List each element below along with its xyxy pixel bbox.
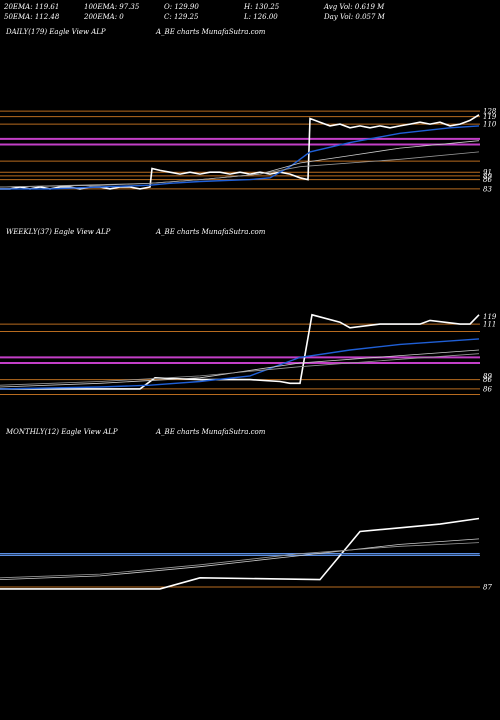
price-label-1: 111 xyxy=(483,321,496,329)
price-label-0: 87 xyxy=(483,584,492,592)
daily-title: DAILY(179) Eagle View ALP xyxy=(6,28,106,36)
stat-low: L: 126.00 xyxy=(244,13,278,21)
weekly-panel: WEEKLY(37) Eagle View ALP A_BE charts Mu… xyxy=(0,200,500,440)
monthly-source: A_BE charts MunafaSutra.com xyxy=(156,428,266,436)
series-line-2 xyxy=(0,349,480,388)
price-label-5: 86 xyxy=(483,176,492,184)
price-label-4: 89 xyxy=(483,172,492,180)
stat-day-vol: Day Vol: 0.057 M xyxy=(324,13,385,21)
price-label-1: 119 xyxy=(483,113,497,121)
price-label-2: 110 xyxy=(483,121,497,129)
series-line-0 xyxy=(0,517,480,590)
series-line-0 xyxy=(0,114,480,190)
price-label-3: 91 xyxy=(483,169,492,177)
monthly-chart: 87 xyxy=(0,517,492,592)
series-line-1 xyxy=(0,338,480,390)
monthly-panel: MONTHLY(12) Eagle View ALP A_BE charts M… xyxy=(0,400,500,640)
stats-row-1: 20EMA: 119.61 100EMA: 97.35 O: 129.90 H:… xyxy=(4,2,496,12)
daily-panel: DAILY(179) Eagle View ALP A_BE charts Mu… xyxy=(0,0,500,240)
stat-200ema: 200EMA: 0 xyxy=(84,13,124,21)
daily-source: A_BE charts MunafaSutra.com xyxy=(156,28,266,36)
series-line-1 xyxy=(0,125,480,190)
price-label-3: 86 xyxy=(483,376,492,384)
series-line-0 xyxy=(0,313,480,390)
stats-row-2: 50EMA: 112.48 200EMA: 0 C: 129.25 L: 126… xyxy=(4,12,496,22)
weekly-title: WEEKLY(37) Eagle View ALP xyxy=(6,228,111,236)
stat-close: C: 129.25 xyxy=(164,13,199,21)
stat-20ema: 20EMA: 119.61 xyxy=(4,3,60,11)
stat-avg-vol: Avg Vol: 0.619 M xyxy=(324,3,385,11)
price-label-0: 128 xyxy=(483,108,497,116)
series-line-2 xyxy=(0,538,480,580)
weekly-source: A_BE charts MunafaSutra.com xyxy=(156,228,266,236)
price-label-6: 83 xyxy=(483,185,492,193)
series-line-3 xyxy=(0,151,480,188)
monthly-title: MONTHLY(12) Eagle View ALP xyxy=(6,428,118,436)
price-label-2: 89 xyxy=(483,372,492,380)
stat-open: O: 129.90 xyxy=(164,3,199,11)
stat-100ema: 100EMA: 97.35 xyxy=(84,3,140,11)
price-label-4: 86 xyxy=(483,385,492,393)
stat-high: H: 130.25 xyxy=(244,3,280,11)
series-line-3 xyxy=(0,353,480,386)
series-line-3 xyxy=(0,542,480,579)
stat-50ema: 50EMA: 112.48 xyxy=(4,13,60,21)
price-label-0: 119 xyxy=(483,313,497,321)
indicator-stats: 20EMA: 119.61 100EMA: 97.35 O: 129.90 H:… xyxy=(4,2,496,22)
